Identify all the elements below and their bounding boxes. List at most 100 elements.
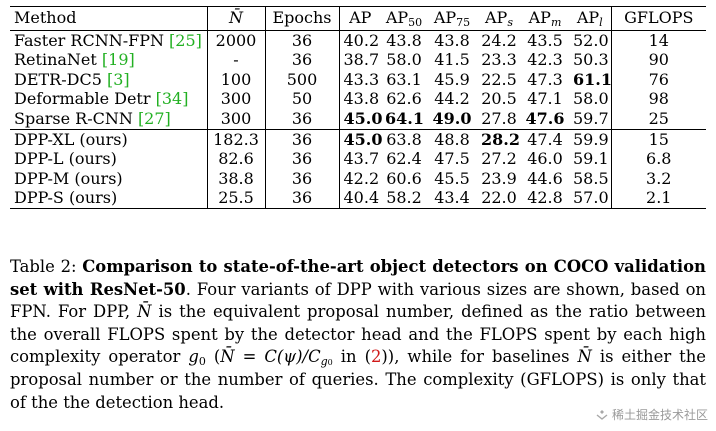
aps-cell: 22.5 (481, 69, 517, 89)
method-cell: DETR-DC5 [3] (10, 69, 208, 90)
header-method: Method (10, 6, 208, 31)
method-cell: DPP-S (ours) (10, 188, 208, 209)
dpp-rows: DPP-XL (ours) 182.3 36 45.0 63.8 48.8 28.2 47.4… (10, 129, 706, 209)
header-aps: APs (485, 8, 513, 29)
epochs-cell: 36 (265, 108, 340, 130)
ap75-cell: 43.4 (434, 188, 470, 208)
header-ap50: AP50 (385, 8, 423, 29)
aps-cell: 28.2 (481, 129, 520, 149)
method-cell: DPP-XL (ours) (10, 129, 208, 150)
header-apl: APl (569, 6, 612, 31)
results-table: Method N̄ Epochs AP AP50 AP75 APs APm AP… (10, 6, 706, 209)
watermark-text: 稀土掘金技术社区 (611, 408, 708, 422)
citation-link[interactable]: [34] (155, 89, 189, 109)
header-n: N̄ (207, 6, 266, 31)
ap-cell: 43.7 (343, 149, 380, 169)
ap75-cell: 45.5 (434, 168, 470, 188)
ap75-cell: 45.9 (434, 69, 470, 89)
ap50-cell: 60.6 (386, 168, 422, 188)
table-caption: Table 2: Comparison to state-of-the-art … (10, 257, 707, 412)
epochs-cell: 50 (265, 89, 340, 109)
gflops-cell: 25 (648, 108, 669, 128)
ap75-cell: 44.2 (434, 89, 470, 109)
ap-cell: 40.4 (343, 188, 380, 208)
apl-cell: 59.7 (569, 108, 612, 130)
aps-cell: 22.0 (481, 188, 517, 208)
ap-cell: 43.3 (343, 69, 380, 89)
apm-cell: 47.1 (527, 89, 563, 109)
n-cell: - (207, 50, 266, 70)
citation-link[interactable]: [25] (169, 30, 202, 50)
epochs-cell: 36 (265, 30, 340, 51)
ap-cell: 42.2 (343, 168, 380, 188)
baseline-rows: Faster RCNN-FPN [25] 2000 36 40.2 43.8 43.8 24… (10, 30, 706, 130)
apm-cell: 43.5 (527, 30, 563, 50)
n-cell: 2000 (207, 30, 266, 51)
apm-cell: 47.6 (525, 108, 565, 128)
n-cell: 182.3 (207, 129, 266, 150)
apl-cell: 50.3 (569, 50, 612, 70)
method-cell: Sparse R-CNN [27] (10, 108, 208, 130)
table-row: DPP-XL (ours) 182.3 36 45.0 63.8 48.8 28.2 47.4… (10, 129, 706, 150)
citation-link[interactable]: [27] (137, 108, 171, 128)
caption-bold-title: Comparison to state-of-the-art object de… (10, 257, 706, 299)
apm-cell: 42.8 (527, 188, 563, 208)
apm-cell: 44.6 (527, 168, 563, 188)
n-cell: 300 (207, 89, 266, 109)
n-cell: 100 (207, 69, 266, 90)
ap50-cell: 58.2 (386, 188, 422, 208)
apl-cell: 59.1 (569, 149, 612, 169)
apl-cell: 58.5 (569, 168, 612, 189)
table-row: Sparse R-CNN [27] 300 36 45.0 64.1 49.0 27.8 47… (10, 108, 706, 130)
epochs-cell: 500 (265, 69, 340, 90)
apl-cell: 59.9 (569, 129, 612, 150)
ap-cell: 43.8 (343, 89, 380, 109)
aps-cell: 20.5 (481, 89, 517, 109)
ap-cell: 40.2 (343, 30, 380, 50)
table-row: DPP-S (ours) 25.5 36 40.4 58.2 43.4 22.0 42.8 57… (10, 188, 706, 209)
ap50-cell: 62.6 (386, 89, 422, 109)
gflops-cell: 15 (648, 129, 669, 149)
ap50-cell: 43.8 (386, 30, 422, 50)
ap-cell: 45.0 (343, 129, 383, 149)
aps-cell: 24.2 (481, 30, 517, 50)
citation-link[interactable]: [19] (101, 50, 135, 70)
ap50-cell: 63.8 (386, 129, 422, 149)
apl-cell: 58.0 (569, 89, 612, 109)
epochs-cell: 36 (265, 168, 340, 189)
header-gflops: GFLOPS (624, 8, 694, 27)
ap50-cell: 64.1 (385, 108, 424, 128)
method-cell: DPP-L (ours) (10, 149, 208, 169)
apm-cell: 42.3 (527, 50, 563, 70)
ap75-cell: 49.0 (432, 108, 472, 128)
watermark: 稀土掘金技术社区 (596, 406, 708, 423)
header-epochs: Epochs (265, 6, 340, 31)
juejin-logo-icon (596, 409, 608, 420)
citation-link[interactable]: [3] (106, 69, 130, 89)
ap75-cell: 47.5 (434, 149, 470, 169)
header-apm: APm (528, 8, 562, 29)
n-cell: 38.8 (207, 168, 266, 189)
equation-reference-link[interactable]: 2 (370, 347, 382, 367)
n-cell: 25.5 (207, 188, 266, 209)
apm-cell: 47.4 (527, 129, 563, 149)
ap75-cell: 48.8 (434, 129, 470, 149)
gflops-cell: 2.1 (646, 188, 672, 208)
ap75-cell: 43.8 (434, 30, 470, 50)
ap75-cell: 41.5 (434, 50, 470, 70)
epochs-cell: 36 (265, 129, 340, 150)
table-row: DPP-L (ours) 82.6 36 43.7 62.4 47.5 27.2 46.0 59… (10, 149, 706, 169)
gflops-cell: 76 (648, 69, 669, 89)
table-row: DETR-DC5 [3] 100 500 43.3 63.1 45.9 22.5 47.3 61… (10, 69, 706, 90)
method-cell: DPP-M (ours) (10, 168, 208, 189)
ap-cell: 45.0 (343, 108, 383, 128)
ap-cell: 38.7 (343, 50, 380, 70)
table-header: Method N̄ Epochs AP AP50 AP75 APs APm AP… (10, 6, 706, 31)
ap50-cell: 62.4 (386, 149, 422, 169)
aps-cell: 23.9 (481, 168, 517, 188)
header-ap: AP (349, 8, 372, 27)
gflops-cell: 14 (648, 30, 669, 50)
epochs-cell: 36 (265, 188, 340, 209)
table-row: Deformable Detr [34] 300 50 43.8 62.6 44.2 20.… (10, 89, 706, 109)
table-row: DPP-M (ours) 38.8 36 42.2 60.6 45.5 23.9 44.6 58… (10, 168, 706, 189)
